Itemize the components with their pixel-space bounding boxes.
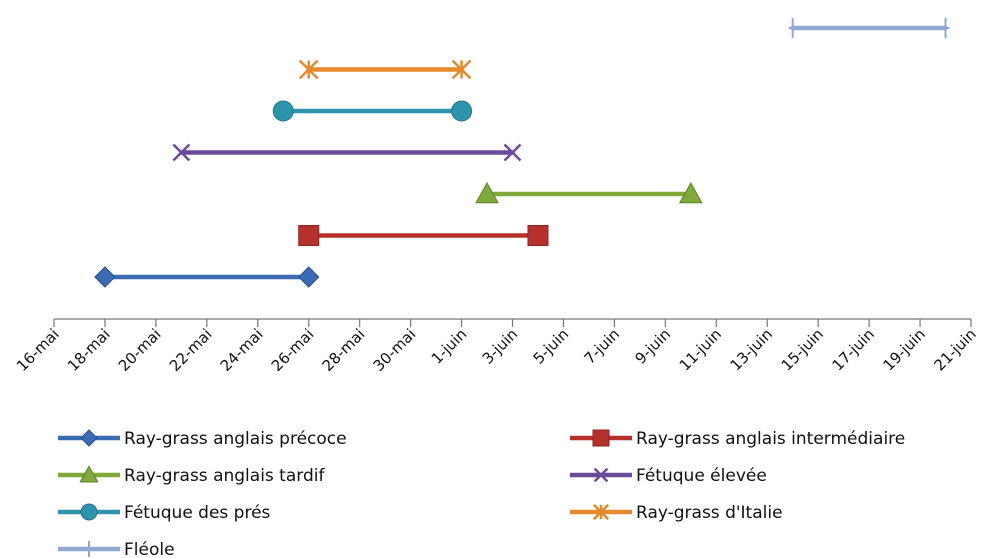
legend-label: Fléole — [124, 540, 175, 558]
series-start-marker — [788, 18, 797, 38]
x-tick-label: 19-juin — [879, 325, 928, 374]
legend-item-fetuque-des-pres: Fétuque des prés — [58, 503, 271, 523]
x-tick-label: 3-juin — [479, 325, 522, 368]
series-ray-grass-anglais-tardif — [475, 181, 703, 204]
series-end-marker — [451, 100, 473, 122]
x-tick-label: 5-juin — [530, 325, 573, 368]
series-start-marker — [298, 225, 320, 246]
x-tick-label: 11-juin — [676, 325, 725, 374]
x-tick-label: 30-mai — [370, 325, 420, 375]
x-tick-label: 22-mai — [166, 325, 216, 375]
series-start-marker — [94, 266, 116, 288]
series-end-marker — [298, 266, 320, 288]
legend-label: Fétuque élevée — [636, 466, 767, 486]
legend-label: Ray-grass anglais tardif — [124, 466, 325, 486]
legend-swatch-marker — [85, 541, 93, 557]
series-end-marker — [451, 59, 472, 80]
legend-item-ray-grass-d-italie: Ray-grass d'Italie — [570, 503, 783, 523]
x-tick-label: 9-juin — [632, 325, 675, 368]
x-tick-label: 18-mai — [64, 325, 114, 375]
series-ray-grass-anglais-precoce — [94, 266, 320, 288]
legend-swatch-marker — [592, 429, 610, 447]
legend-item-ray-grass-anglais-precoce: Ray-grass anglais précoce — [58, 429, 347, 449]
legend-item-ray-grass-anglais-intermediaire: Ray-grass anglais intermédiaire — [570, 429, 905, 449]
legend-swatch-marker — [592, 503, 610, 521]
x-tick-label: 20-mai — [115, 325, 165, 375]
series-ray-grass-anglais-intermediaire — [298, 225, 549, 246]
x-axis: 16-mai 18-mai 20-mai 22-mai 24-mai 26-mai 28-m… — [13, 318, 980, 375]
x-tick-label: 1-juin — [428, 325, 471, 368]
x-tick-label: 7-juin — [581, 325, 624, 368]
x-tick-label: 16-mai — [13, 325, 63, 375]
x-tick-label: 24-mai — [217, 325, 267, 375]
legend-label: Ray-grass d'Italie — [636, 503, 783, 523]
series-fetuque-elevee — [172, 143, 522, 162]
x-tick-label: 28-mai — [319, 325, 369, 375]
legend-swatch-marker — [80, 503, 98, 521]
series-start-marker — [298, 59, 319, 80]
plot-area — [94, 18, 950, 288]
legend: Ray-grass anglais précoce Ray-grass angla… — [58, 429, 905, 558]
legend-label: Ray-grass anglais précoce — [124, 429, 347, 449]
series-end-marker — [941, 18, 950, 38]
x-tick-label: 13-juin — [727, 325, 776, 374]
legend-label: Fétuque des prés — [124, 503, 271, 523]
legend-swatch-marker — [593, 467, 609, 483]
series-end-marker — [527, 225, 549, 246]
series-fleole — [788, 18, 950, 38]
series-start-marker — [272, 100, 294, 122]
series-ray-grass-d-italie — [298, 59, 472, 80]
x-tick-label: 15-juin — [778, 325, 827, 374]
legend-item-fleole: Fléole — [58, 540, 175, 558]
legend-item-ray-grass-anglais-tardif: Ray-grass anglais tardif — [58, 465, 325, 486]
x-tick-label: 21-juin — [930, 325, 979, 374]
series-start-marker — [475, 181, 499, 204]
legend-swatch-marker — [79, 465, 99, 483]
legend-item-fetuque-elevee: Fétuque élevée — [570, 466, 767, 486]
series-end-marker — [503, 143, 522, 162]
series-start-marker — [172, 143, 191, 162]
legend-label: Ray-grass anglais intermédiaire — [636, 429, 905, 449]
x-tick-label: 17-juin — [829, 325, 878, 374]
series-end-marker — [678, 181, 703, 204]
legend-swatch-marker — [80, 429, 98, 447]
series-fetuque-des-pres — [272, 100, 473, 122]
x-tick-label: 26-mai — [268, 325, 318, 375]
